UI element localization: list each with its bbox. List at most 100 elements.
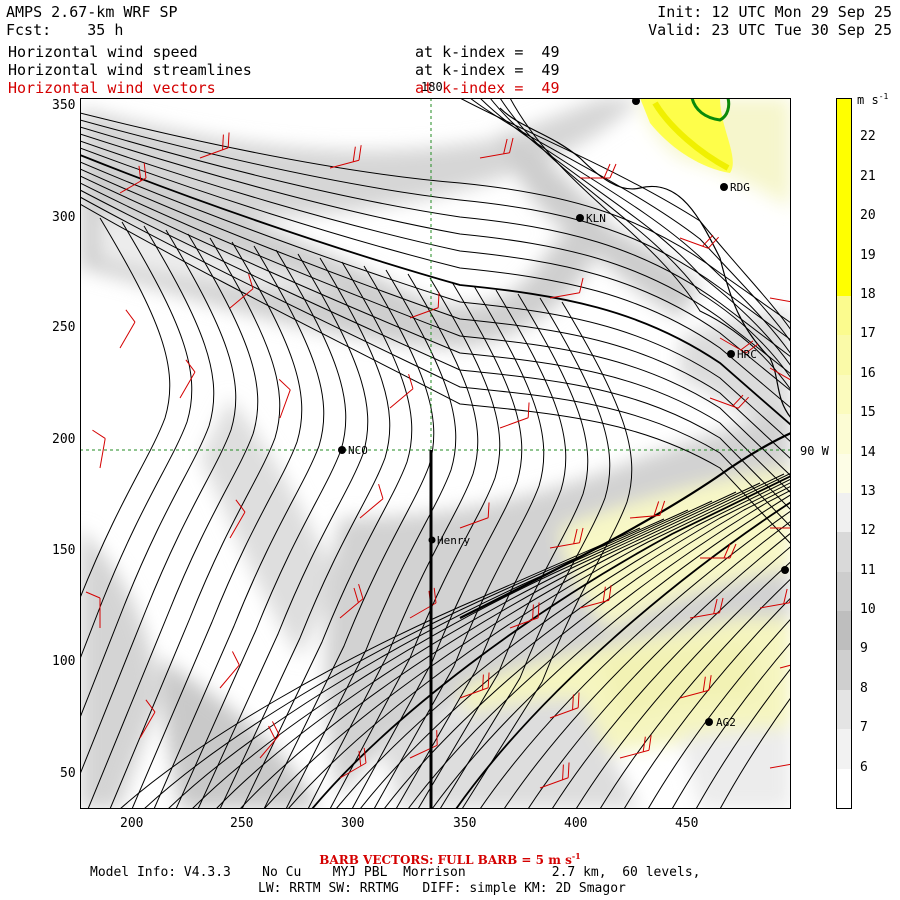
station-nco — [338, 446, 346, 454]
streamline — [671, 641, 791, 809]
colorbar-level: 21 — [860, 168, 876, 184]
streamline — [80, 225, 215, 720]
colorbar-cell — [837, 256, 851, 297]
streamline — [461, 301, 633, 809]
colorbar-level: 17 — [860, 326, 876, 342]
wind-barb — [770, 527, 791, 529]
streamline — [285, 269, 457, 809]
streamline — [80, 229, 237, 776]
streamline — [431, 494, 791, 809]
station-ag2 — [705, 718, 713, 726]
x-tick: 400 — [564, 816, 588, 831]
field-label-vectors: Horizontal wind vectors — [8, 79, 216, 97]
streamline — [311, 474, 791, 809]
colorbar-cell — [837, 374, 851, 415]
streamline — [80, 147, 791, 409]
field-level-streamlines: at k-index = 49 — [415, 61, 560, 79]
wind-barb — [179, 359, 196, 399]
streamline — [719, 696, 791, 809]
streamline — [80, 126, 791, 358]
wind-barb — [199, 132, 230, 159]
streamline — [307, 273, 479, 809]
station-unlabeled-north — [632, 98, 640, 105]
streamline — [80, 133, 791, 375]
physics-info: LW: RRTM SW: RRTMG DIFF: simple KM: 2D S… — [258, 881, 626, 896]
wind-barb — [479, 137, 514, 159]
streamline — [191, 500, 713, 809]
wind-barb — [539, 762, 570, 789]
colorbar-level: 12 — [860, 523, 876, 539]
wind-barb — [389, 373, 414, 409]
streamline — [383, 485, 791, 809]
streamline — [407, 489, 791, 809]
wind-map-canvas: RDG KLN HRC NCO Henry AG2 — [80, 98, 791, 809]
streamline — [87, 233, 259, 809]
streamlines — [80, 98, 791, 809]
streamline — [167, 509, 689, 809]
streamline — [109, 237, 281, 809]
streamline — [143, 518, 665, 809]
station-kln — [576, 214, 584, 222]
wind-barb — [549, 692, 580, 719]
station-rdg — [720, 183, 728, 191]
colorbar-cell — [837, 295, 851, 336]
streamline — [329, 277, 501, 809]
colorbar-cell — [837, 414, 851, 454]
streamline — [455, 501, 791, 809]
streamline — [417, 293, 589, 809]
init-time: Init: 12 UTC Mon 29 Sep 25 — [657, 3, 892, 21]
wind-barb — [85, 591, 101, 628]
y-tick: 150 — [52, 543, 76, 558]
streamline — [287, 472, 791, 809]
wind-barb — [700, 543, 737, 559]
colorbar-cell — [837, 611, 851, 651]
streamline — [153, 245, 325, 809]
x-tick: 300 — [341, 816, 365, 831]
streamline — [80, 161, 791, 443]
wind-barb — [339, 747, 367, 779]
colorbar-cell — [837, 217, 851, 258]
field-label-streamlines: Horizontal wind streamlines — [8, 61, 252, 79]
streamline — [80, 203, 791, 545]
streamline — [359, 481, 791, 809]
colorbar-level: 14 — [860, 444, 876, 460]
station-label-henry: Henry — [437, 534, 470, 547]
wind-barb — [229, 273, 254, 309]
station-label-hrc: HRC — [737, 348, 757, 361]
colorbar-cell — [837, 99, 851, 139]
wind-barbs — [85, 132, 791, 789]
colorbar-level: 20 — [860, 208, 876, 224]
colorbar-level: 6 — [860, 759, 868, 775]
colorbar-level: 15 — [860, 405, 876, 421]
forecast-hour: Fcst: 35 h — [6, 21, 124, 39]
streamline — [599, 578, 791, 809]
y-tick: 200 — [52, 432, 76, 447]
wind-barb — [509, 602, 540, 629]
wind-barb — [779, 645, 791, 669]
colorbar-level: 8 — [860, 680, 868, 696]
streamline — [80, 119, 791, 341]
streamline — [575, 561, 791, 809]
wind-barb — [499, 402, 530, 429]
y-tick: 350 — [52, 98, 76, 113]
wind-barb — [549, 277, 584, 299]
colorbar-level: 19 — [860, 247, 876, 263]
streamline — [695, 667, 791, 809]
wind-barb — [679, 234, 719, 249]
coastline — [690, 98, 731, 122]
colorbar-cell — [837, 689, 851, 730]
streamline — [351, 281, 523, 809]
colorbar-cell — [837, 650, 851, 691]
wind-barb — [229, 499, 246, 539]
parallel-label: 90 W — [800, 444, 829, 458]
wind-map: RDG KLN HRC NCO Henry AG2 — [80, 98, 791, 809]
colorbar-level: 10 — [860, 602, 876, 618]
colorbar-cell — [837, 768, 851, 809]
wind-barb — [769, 289, 791, 304]
x-tick: 450 — [675, 816, 699, 831]
wind-barb — [689, 597, 724, 619]
wind-barb — [629, 500, 666, 519]
wind-barb — [459, 672, 490, 699]
colorbar-level: 11 — [860, 562, 876, 578]
wind-barb — [259, 721, 280, 759]
